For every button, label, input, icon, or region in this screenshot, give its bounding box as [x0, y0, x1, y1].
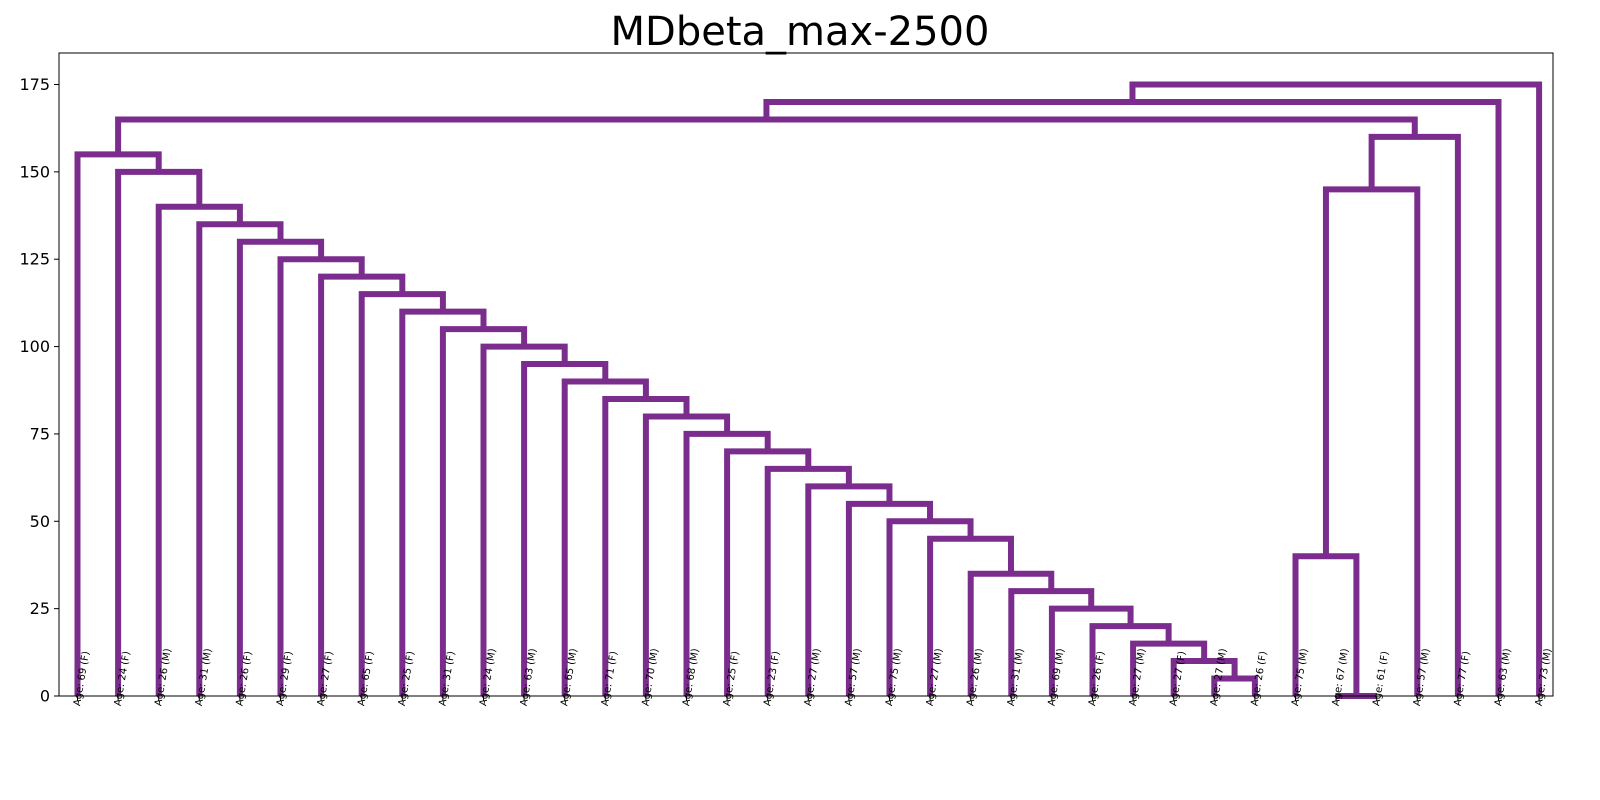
plot-frame: [58, 52, 1554, 697]
y-tick-label: 0: [40, 687, 50, 706]
y-axis-ticks: 0 25 50 75 100 125 150 175: [19, 75, 59, 706]
dendrogram-link: [1129, 81, 1543, 696]
y-tick-label: 50: [30, 512, 50, 531]
leaf-label: Age: 61 (F): [1371, 650, 1391, 707]
dendrogram-link: [1211, 675, 1258, 696]
y-tick-label: 75: [30, 424, 50, 443]
y-tick-label: 150: [19, 162, 50, 181]
y-tick-label: 25: [30, 599, 50, 618]
dendrogram-links: [74, 81, 1543, 699]
dendrogram-link: [439, 326, 528, 696]
y-tick-label: 100: [19, 337, 50, 356]
dendrogram-link: [845, 500, 934, 696]
dendrogram-link: [521, 361, 609, 696]
y-tick-label: 175: [19, 75, 50, 94]
dendrogram-link: [1130, 640, 1208, 696]
dendrogram-link: [115, 116, 1418, 155]
dendrogram-link: [196, 221, 284, 696]
chart-title: MDbeta_max-2500: [610, 9, 990, 55]
y-tick-label: 125: [19, 250, 50, 269]
dendrogram-link: [1322, 186, 1421, 696]
dendrogram-link: [764, 465, 852, 696]
dendrogram-link: [1048, 605, 1134, 696]
dendrogram-link: [967, 570, 1055, 696]
x-axis-ticks: Age: 69 (F) Age: 24 (F) Age: 26 (M) Age: 31…: [72, 648, 1554, 707]
